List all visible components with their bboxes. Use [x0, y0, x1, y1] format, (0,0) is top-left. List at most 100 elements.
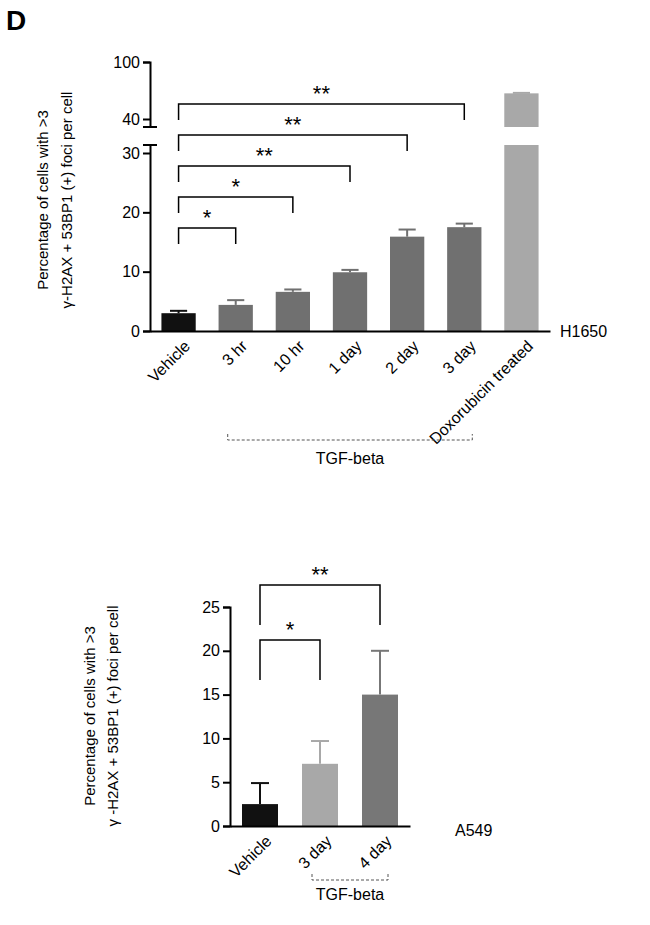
tick: 20	[202, 642, 230, 659]
tick: 0	[211, 818, 230, 835]
significance-label: **	[256, 143, 274, 168]
x-axis: Vehicle3 hr10 hr1 day2 day3 dayDoxorubic…	[145, 331, 551, 447]
tick-label: 20	[202, 642, 220, 659]
error-bar	[170, 311, 187, 313]
significance-bracket: *	[179, 174, 293, 213]
tick-mark	[223, 694, 230, 696]
tick-mark	[223, 782, 230, 784]
tick: 1 day	[325, 331, 365, 377]
bar	[447, 227, 481, 331]
error-cap	[513, 92, 530, 94]
significance-label: **	[284, 112, 302, 137]
significance-bracket: **	[179, 143, 350, 182]
tick: 25	[202, 599, 230, 616]
tick-label: 4 day	[355, 832, 395, 872]
tick-label: 30	[122, 145, 140, 162]
error-bar	[284, 289, 301, 291]
error-cap	[227, 299, 244, 301]
x-axis: Vehicle 3 day 4 day	[226, 826, 410, 881]
y-axis-title: γ-H2AX + 53BP1 (+) foci per cell	[58, 92, 75, 309]
bracket-line	[179, 135, 408, 151]
tick-label: 3 hr	[219, 337, 251, 369]
axis-break	[147, 127, 550, 145]
tick-label: 15	[202, 686, 220, 703]
tick-mark	[143, 331, 150, 333]
bracket-line	[260, 585, 380, 625]
group-bracket	[228, 434, 473, 440]
tick: Vehicle	[145, 331, 194, 386]
significance-label: *	[203, 205, 212, 230]
bar	[242, 804, 278, 826]
error-bar	[251, 783, 269, 804]
error-bar	[227, 300, 244, 305]
tick-label: 100	[113, 54, 140, 71]
axis-line	[231, 826, 411, 828]
tick-mark	[143, 212, 150, 214]
y-axis-title: γ -H2AX + 53BP1 (+) foci per cell	[104, 606, 121, 827]
tick: Doxorubicin treated	[426, 331, 536, 447]
bracket-line	[179, 166, 350, 182]
error-cap	[284, 288, 301, 290]
tick: 30	[122, 145, 150, 162]
error-cap	[170, 310, 187, 312]
tick-mark	[223, 607, 230, 609]
tick: 3 day	[295, 826, 335, 872]
break-mark	[143, 144, 157, 146]
error-bar	[399, 230, 416, 237]
chart-title: H1650	[560, 323, 607, 340]
error-stem	[319, 741, 321, 764]
error-bar	[311, 741, 329, 764]
error-stem	[379, 651, 381, 695]
error-bar	[513, 92, 530, 93]
tick: 40	[122, 111, 150, 128]
tick-mark	[223, 650, 230, 652]
tick-mark	[143, 153, 150, 155]
group-label: TGF-beta	[316, 886, 385, 903]
error-cap	[371, 650, 389, 652]
significance-bracket: *	[260, 617, 320, 680]
tick-label: 3 day	[439, 337, 479, 377]
tick: 5	[211, 774, 230, 791]
axis-line	[143, 63, 151, 332]
y-axis-title: Percentage of cells with >3	[81, 626, 98, 806]
tick-label: 5	[211, 774, 220, 791]
tick-label: Vehicle	[145, 337, 194, 386]
error-cap	[456, 223, 473, 225]
tick-label: 3 day	[295, 832, 335, 872]
tick-mark	[143, 271, 150, 273]
significance-bracket: **	[179, 81, 465, 120]
tick: 3 hr	[219, 331, 251, 369]
error-cap	[251, 782, 269, 784]
significance-label: **	[311, 562, 329, 587]
error-bar	[341, 270, 358, 272]
tick-label: 40	[122, 111, 140, 128]
error-cap	[399, 229, 416, 231]
bracket-line	[179, 104, 465, 120]
significance-bracket: *	[179, 205, 236, 244]
tick-mark	[223, 738, 230, 740]
bar	[302, 764, 338, 826]
tick-mark	[223, 826, 230, 828]
tick: 3 day	[439, 331, 479, 377]
group-label: TGF-beta	[316, 450, 385, 467]
y-axis: 010203040100	[113, 54, 150, 340]
bar	[161, 313, 195, 331]
tick: 100	[113, 54, 150, 71]
tick-label: Doxorubicin treated	[426, 337, 536, 447]
significance-bracket: **	[260, 562, 380, 625]
y-axis: 0510152025	[202, 599, 230, 835]
tick-label: Vehicle	[226, 832, 275, 881]
figure: D010203040100Vehicle3 hr10 hr1 day2 day3…	[0, 0, 650, 925]
bar	[362, 695, 398, 826]
error-bar	[371, 651, 389, 695]
tick: Vehicle	[226, 826, 275, 881]
bracket-line	[179, 228, 236, 244]
group-bracket	[312, 874, 388, 880]
tick-label: 1 day	[325, 337, 365, 377]
error-stem	[259, 783, 261, 804]
tick: 20	[122, 204, 150, 221]
bar	[276, 292, 310, 331]
bar	[333, 272, 367, 331]
tick: 4 day	[355, 826, 395, 872]
bar	[390, 237, 424, 331]
